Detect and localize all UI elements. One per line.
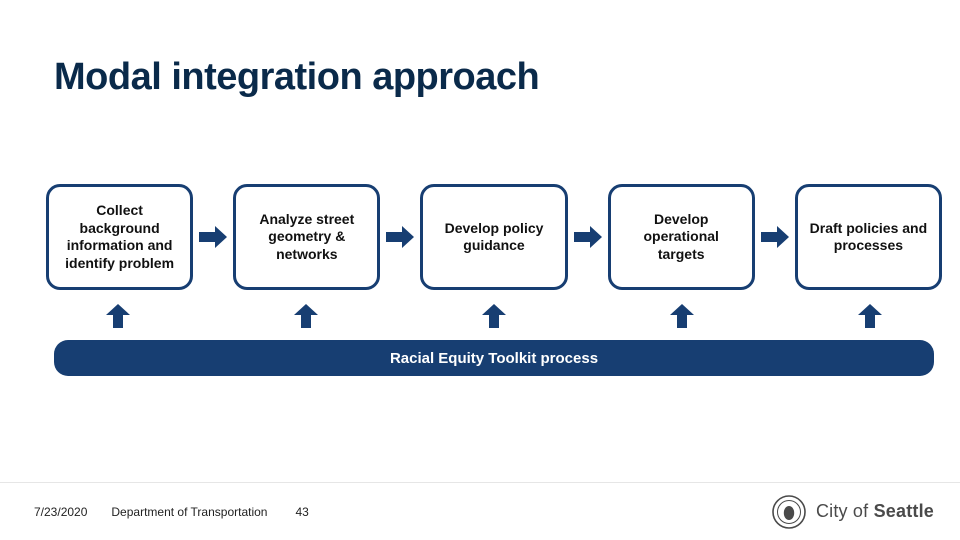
slide: Modal integration approach Collect backg…: [0, 0, 960, 540]
flow-box-4: Develop operational targets: [608, 184, 755, 290]
foundation-bar: Racial Equity Toolkit process: [54, 340, 934, 376]
logo-city: Seattle: [874, 501, 934, 521]
flow-box-3: Develop policy guidance: [420, 184, 567, 290]
footer-department: Department of Transportation: [111, 505, 267, 519]
process-flow: Collect background information and ident…: [46, 184, 942, 290]
footer: 7/23/2020 Department of Transportation 4…: [0, 482, 960, 540]
footer-page-number: 43: [295, 505, 308, 519]
arrow-up-icon: [670, 304, 694, 328]
arrow-up-icon: [106, 304, 130, 328]
arrow-right-icon: [199, 226, 227, 248]
arrow-up-icon: [858, 304, 882, 328]
logo-prefix: City of: [816, 501, 868, 521]
arrow-up-icon: [482, 304, 506, 328]
flow-box-2: Analyze street geometry & networks: [233, 184, 380, 290]
arrow-right-icon: [761, 226, 789, 248]
arrow-right-icon: [386, 226, 414, 248]
up-arrows-row: [46, 304, 942, 328]
arrow-right-icon: [574, 226, 602, 248]
seattle-seal-icon: [772, 495, 806, 529]
city-logo: City of Seattle: [772, 495, 934, 529]
slide-title: Modal integration approach: [54, 56, 539, 99]
flow-box-5: Draft policies and processes: [795, 184, 942, 290]
flow-box-1: Collect background information and ident…: [46, 184, 193, 290]
logo-text: City of Seattle: [816, 501, 934, 522]
arrow-up-icon: [294, 304, 318, 328]
footer-date: 7/23/2020: [34, 505, 87, 519]
